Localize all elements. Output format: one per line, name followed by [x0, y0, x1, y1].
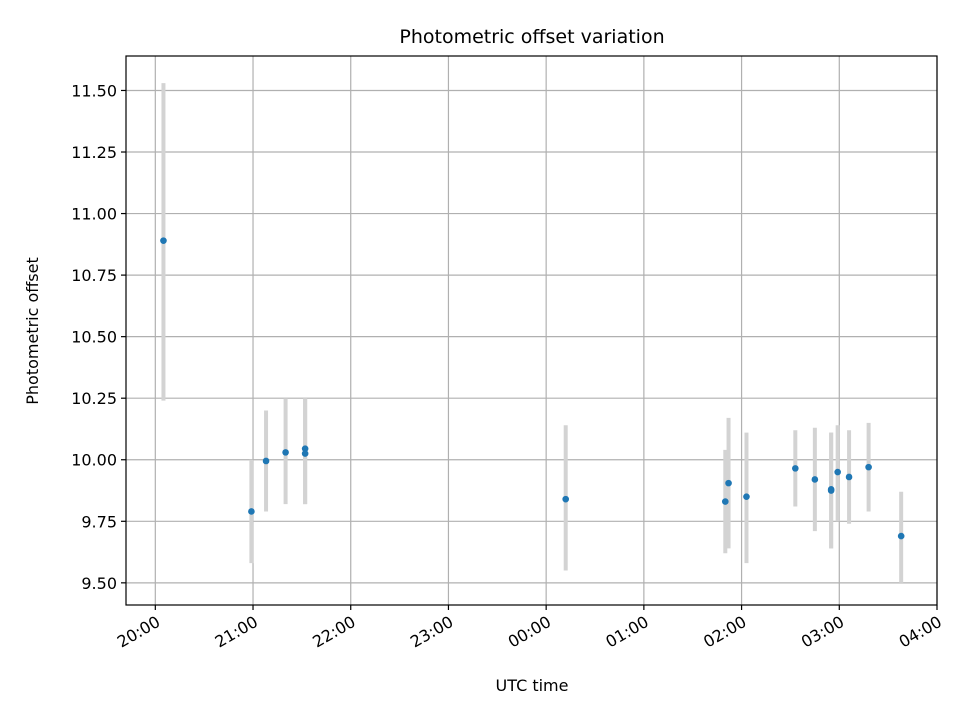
y-tick-label: 10.00 — [71, 451, 117, 470]
x-tick-label: 22:00 — [309, 612, 358, 652]
data-point — [562, 495, 569, 503]
x-tick-label: 02:00 — [700, 612, 749, 652]
data-point — [897, 532, 905, 540]
grid-lines — [126, 56, 938, 605]
y-axis-ticks: 9.50 9.75 10.00 10.25 10.50 10.75 11.00 11.25 11… — [71, 81, 126, 593]
data-point — [301, 450, 309, 457]
data-points — [160, 237, 905, 540]
x-axis-ticks: 20:00 21:00 22:00 23:00 00:00 01:00 02:00 03:00… — [114, 605, 945, 652]
x-tick-label: 01:00 — [602, 612, 651, 652]
y-tick-label: 9.75 — [81, 512, 117, 531]
data-point — [865, 463, 872, 471]
x-tick-label: 03:00 — [798, 612, 847, 652]
data-point — [792, 465, 799, 472]
y-tick-label: 9.50 — [81, 574, 117, 593]
data-point — [262, 457, 270, 465]
x-tick-label: 04:00 — [896, 612, 945, 652]
x-tick-label: 20:00 — [114, 612, 163, 652]
data-point — [301, 445, 309, 452]
y-tick-label: 11.00 — [71, 205, 117, 224]
x-axis-title: UTC time — [496, 676, 569, 695]
data-point — [827, 487, 835, 494]
x-tick-label: 23:00 — [407, 612, 456, 652]
data-point — [725, 479, 732, 487]
data-point — [845, 473, 853, 481]
data-point — [721, 498, 729, 505]
y-tick-label: 10.75 — [71, 266, 117, 285]
y-axis-title: Photometric offset — [23, 257, 42, 405]
y-tick-label: 11.50 — [71, 81, 117, 100]
x-tick-label: 00:00 — [505, 612, 554, 652]
data-point — [248, 508, 255, 515]
x-tick-label: 21:00 — [212, 612, 261, 652]
y-tick-label: 10.50 — [71, 328, 117, 347]
chart-title: Photometric offset variation — [399, 26, 664, 48]
plot-frame — [125, 55, 938, 606]
error-bars — [161, 83, 904, 583]
data-point — [160, 237, 167, 244]
data-point — [743, 493, 750, 500]
y-tick-label: 11.25 — [71, 143, 117, 162]
y-tick-label: 10.25 — [71, 389, 117, 408]
data-point — [282, 449, 289, 456]
data-point — [811, 476, 819, 483]
data-point — [834, 468, 841, 476]
